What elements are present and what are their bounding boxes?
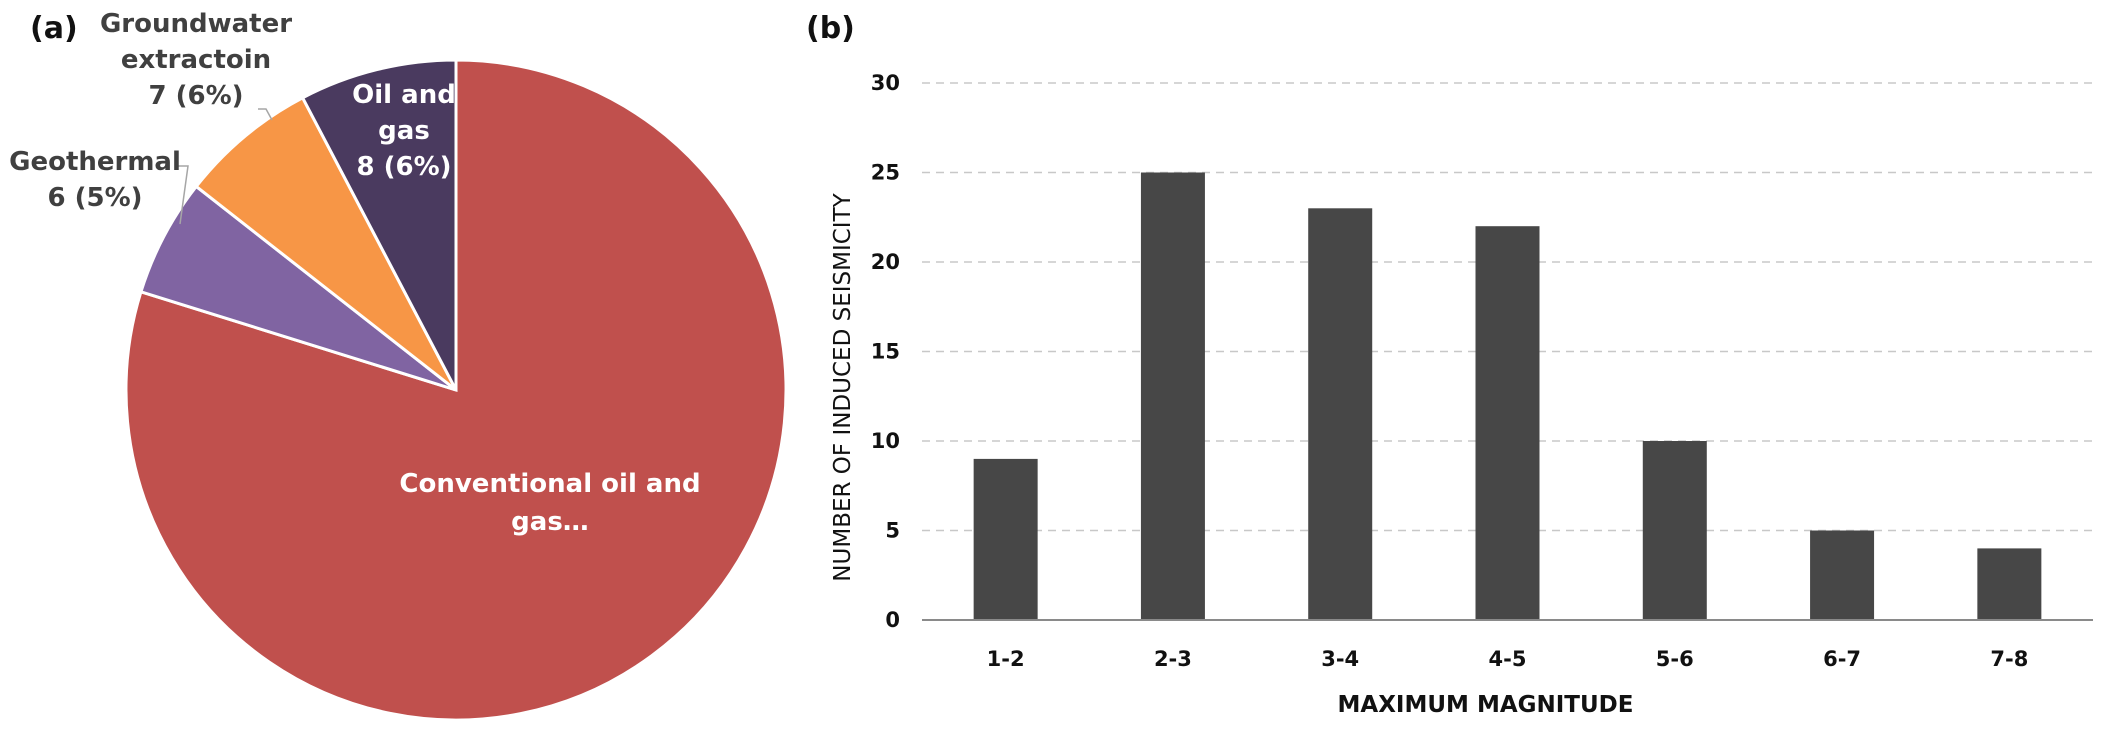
bar (1642, 441, 1707, 620)
y-axis-title: NUMBER OF INDUCED SEISMICITY (830, 192, 856, 581)
x-tick-label: 2-3 (1154, 647, 1192, 671)
y-tick-label: 15 (871, 340, 900, 364)
panel-label-b: (b) (806, 11, 855, 46)
x-tick-label: 1-2 (987, 647, 1025, 671)
y-tick-label: 30 (871, 71, 900, 95)
pie-slice (194, 95, 458, 392)
x-tick-label: 5-6 (1656, 647, 1694, 671)
pie-slice-label: Conventional oil and gas… (399, 469, 700, 537)
bar (1308, 208, 1373, 621)
pie-slice (300, 58, 458, 391)
bar (1810, 530, 1875, 620)
bar (1140, 172, 1205, 620)
pie-chart-panel: (a) Conventional oil and gas… Geothermal 6 … (9, 9, 788, 722)
pie-slice-label: Geothermal 6 (5%) (9, 147, 181, 213)
pie-slices (124, 58, 788, 722)
y-tick-labels: 0 5 10 15 20 25 30 (871, 71, 900, 632)
bars (973, 172, 2042, 621)
x-tick-label: 3-4 (1321, 647, 1359, 671)
leader-line (178, 165, 189, 225)
pie-leader-lines (178, 108, 273, 225)
bar-chart-panel: (b) 0 5 10 15 20 25 30 1-2 2-3 3-4 4-5 5-6 6-7 7-8 M… (806, 11, 2093, 718)
pie-slice-label: Groundwater extractoin 7 (6%) (100, 9, 292, 111)
y-tick-label: 0 (885, 608, 900, 632)
y-tick-label: 10 (871, 429, 900, 453)
leader-line (258, 108, 273, 121)
panel-label-a: (a) (30, 11, 78, 46)
y-tick-label: 20 (871, 250, 900, 274)
pie-slice-label: Oil and gas 8 (6%) (352, 80, 456, 182)
bar (1977, 548, 2042, 620)
x-tick-label: 6-7 (1823, 647, 1861, 671)
bar (1475, 226, 1540, 620)
pie-labels: Conventional oil and gas… Geothermal 6 (5%)… (9, 9, 700, 537)
bar (973, 458, 1038, 620)
y-tick-label: 5 (885, 519, 900, 543)
x-axis-title: MAXIMUM MAGNITUDE (1338, 692, 1634, 718)
x-tick-label: 4-5 (1489, 647, 1527, 671)
x-tick-label: 7-8 (1990, 647, 2028, 671)
x-tick-labels: 1-2 2-3 3-4 4-5 5-6 6-7 7-8 (987, 647, 2029, 671)
y-tick-label: 25 (871, 161, 900, 185)
